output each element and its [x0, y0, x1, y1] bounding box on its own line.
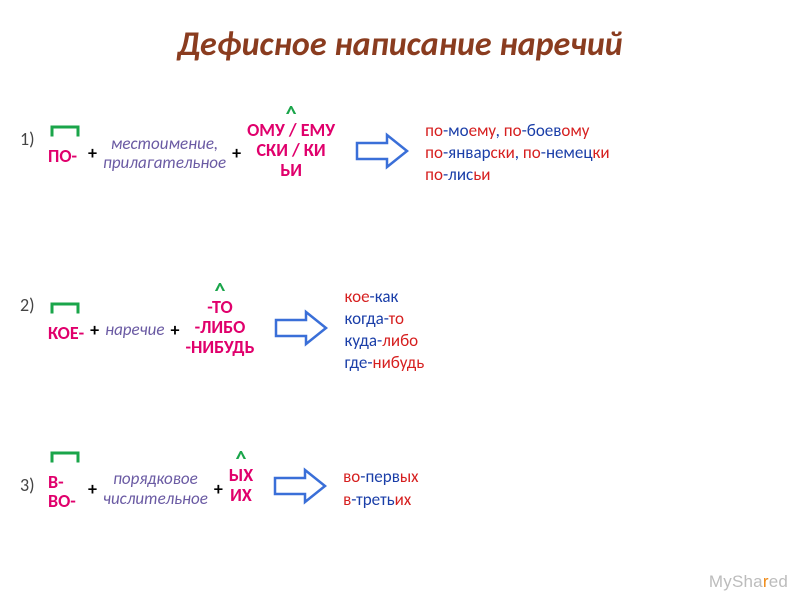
plus-icon: +	[214, 478, 223, 500]
rule-number: 2)	[20, 294, 48, 316]
suffix-text: ОМУ / ЕМУСКИ / КИЬИ	[247, 121, 335, 180]
example-segment: ки	[593, 142, 610, 163]
example-segment: перв	[365, 466, 399, 487]
example-line: в-третьих	[343, 489, 418, 511]
example-segment: когда	[344, 308, 383, 329]
example-line: когда-то	[344, 308, 424, 330]
example-segment: по	[425, 120, 443, 141]
examples-block: во-первыхв-третьих	[343, 466, 418, 510]
prefix-text: КОЕ-	[48, 324, 84, 343]
prefix-mark	[48, 122, 82, 145]
example-segment: то	[389, 308, 404, 329]
arrow-icon	[353, 131, 411, 171]
suffix-text: ЫХИХ	[229, 466, 253, 506]
example-segment: ,	[515, 142, 523, 163]
example-segment: по	[425, 142, 443, 163]
example-segment: немец	[546, 142, 593, 163]
middle-text: местоимение,прилагательное	[103, 134, 226, 173]
caret-icon: ^	[214, 285, 225, 296]
arrow-icon	[271, 466, 329, 506]
suffix-block: ^ ОМУ / ЕМУСКИ / КИЬИ	[247, 108, 335, 180]
example-segment: ему	[469, 120, 496, 141]
example-segment: где	[344, 352, 367, 373]
arrow	[272, 308, 330, 353]
examples-block: по-моему, по-боевомупо-январски, по-неме…	[425, 120, 610, 186]
suffix-block: ^ ЫХИХ	[229, 453, 253, 506]
example-segment: лис	[448, 164, 473, 185]
example-segment: во	[343, 466, 360, 487]
example-segment: по	[523, 142, 541, 163]
example-segment: по	[504, 120, 522, 141]
watermark: MyShared	[709, 572, 788, 592]
example-segment: их	[395, 489, 412, 510]
example-line: куда-либо	[344, 330, 424, 352]
arrow	[353, 131, 411, 176]
prefix-mark-icon	[48, 122, 82, 140]
prefix-text: ПО-	[48, 147, 77, 166]
prefix-block: ПО-	[48, 122, 82, 166]
example-line: где-нибудь	[344, 352, 424, 374]
prefix-mark-icon	[48, 299, 82, 317]
example-segment: куда	[344, 330, 377, 351]
prefix-block: КОЕ-	[48, 299, 84, 343]
plus-icon: +	[232, 142, 241, 164]
example-segment: январ	[448, 142, 490, 163]
prefix-mark-icon	[48, 448, 82, 466]
rule-number: 1)	[20, 128, 48, 150]
example-segment: либо	[382, 330, 418, 351]
rule-number: 3)	[20, 474, 48, 496]
example-segment: треть	[356, 489, 394, 510]
caret-icon: ^	[235, 453, 246, 464]
example-line: по-январски, по-немецки	[425, 142, 610, 164]
example-segment: ,	[496, 120, 504, 141]
middle-text: наречие	[105, 320, 164, 340]
plus-icon: +	[171, 319, 180, 341]
example-segment: ьи	[473, 164, 490, 185]
example-segment: по	[425, 164, 443, 185]
suffix-block: ^ -ТО-ЛИБО-НИБУДЬ	[185, 285, 254, 357]
middle-text: порядковоечислительное	[103, 469, 208, 508]
watermark-left: MySha	[709, 572, 763, 591]
example-segment: кое	[344, 286, 369, 307]
arrow	[271, 466, 329, 511]
watermark-right: ed	[769, 572, 788, 591]
example-segment: ых	[400, 466, 419, 487]
prefix-mark	[48, 299, 82, 322]
example-line: по-моему, по-боевому	[425, 120, 610, 142]
prefix-block: В-ВО-	[48, 448, 82, 511]
prefix-mark	[48, 448, 82, 471]
page-title: Дефисное написание наречий	[0, 0, 800, 65]
example-line: по-лисьи	[425, 164, 610, 186]
examples-block: кое-каккогда-токуда-либогде-нибудь	[344, 286, 424, 374]
rule-row: 1) ПО- + местоимение,прилагательное + ^ ОМУ /…	[20, 102, 780, 186]
rule-row: 3) В-ВО- + порядковоечислительное + ^ ЫХИХ во…	[20, 448, 780, 511]
example-segment: боев	[527, 120, 562, 141]
example-segment: ому	[561, 120, 589, 141]
example-segment: как	[375, 286, 399, 307]
example-segment: ски	[491, 142, 515, 163]
example-line: кое-как	[344, 286, 424, 308]
arrow-icon	[272, 308, 330, 348]
suffix-text: -ТО-ЛИБО-НИБУДЬ	[185, 298, 254, 357]
prefix-text: В-ВО-	[48, 473, 76, 511]
rule-row: 2) КОЕ- + наречие + ^ -ТО-ЛИБО-НИБУДЬ кое-как…	[20, 268, 780, 374]
example-segment: нибудь	[373, 352, 425, 373]
plus-icon: +	[88, 142, 97, 164]
plus-icon: +	[90, 319, 99, 341]
example-segment: мо	[448, 120, 468, 141]
example-line: во-первых	[343, 466, 418, 488]
caret-icon: ^	[286, 108, 297, 119]
plus-icon: +	[88, 478, 97, 500]
